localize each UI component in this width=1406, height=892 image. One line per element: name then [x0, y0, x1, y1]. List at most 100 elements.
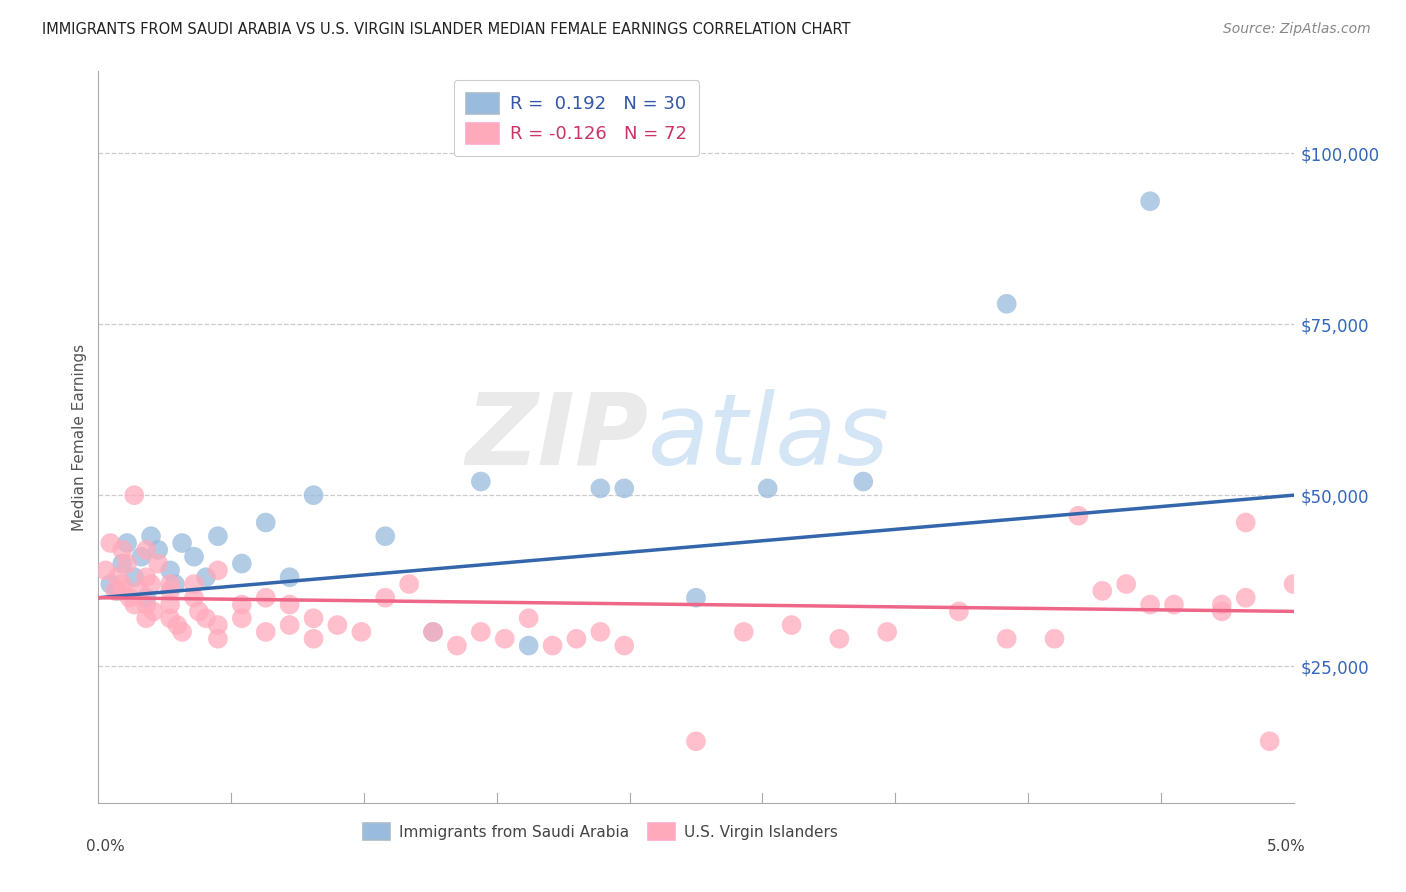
Point: [613, 639, 636, 653]
Text: 5.0%: 5.0%: [1267, 839, 1306, 855]
Point: [159, 583, 181, 598]
Point: [422, 624, 444, 639]
Point: [470, 624, 492, 639]
Point: [565, 632, 588, 646]
Point: [148, 557, 170, 571]
Point: [163, 577, 186, 591]
Point: [183, 591, 205, 605]
Point: [995, 632, 1018, 646]
Point: [172, 624, 194, 639]
Point: [589, 624, 612, 639]
Point: [1234, 591, 1257, 605]
Point: [207, 632, 229, 646]
Point: [589, 481, 612, 495]
Point: [148, 542, 170, 557]
Point: [111, 577, 134, 591]
Point: [231, 598, 253, 612]
Point: [1091, 583, 1114, 598]
Point: [278, 598, 301, 612]
Point: [111, 557, 134, 571]
Point: [326, 618, 349, 632]
Point: [231, 611, 253, 625]
Point: [278, 570, 301, 584]
Legend: Immigrants from Saudi Arabia, U.S. Virgin Islanders: Immigrants from Saudi Arabia, U.S. Virgi…: [356, 816, 845, 847]
Point: [995, 297, 1018, 311]
Point: [685, 734, 707, 748]
Text: 0.0%: 0.0%: [87, 839, 125, 855]
Point: [231, 557, 253, 571]
Point: [278, 618, 301, 632]
Point: [107, 583, 129, 598]
Point: [517, 611, 540, 625]
Point: [135, 542, 157, 557]
Point: [98, 536, 122, 550]
Point: [135, 598, 157, 612]
Point: [733, 624, 755, 639]
Point: [187, 604, 209, 618]
Point: [94, 563, 117, 577]
Point: [135, 570, 157, 584]
Point: [398, 577, 420, 591]
Point: [1067, 508, 1090, 523]
Point: [139, 577, 162, 591]
Point: [159, 577, 181, 591]
Point: [124, 570, 146, 584]
Point: [115, 536, 138, 550]
Point: [124, 488, 146, 502]
Point: [142, 604, 165, 618]
Point: [1234, 516, 1257, 530]
Point: [111, 583, 134, 598]
Text: IMMIGRANTS FROM SAUDI ARABIA VS U.S. VIRGIN ISLANDER MEDIAN FEMALE EARNINGS CORR: IMMIGRANTS FROM SAUDI ARABIA VS U.S. VIR…: [42, 22, 851, 37]
Point: [254, 624, 277, 639]
Point: [1139, 194, 1161, 209]
Point: [302, 611, 325, 625]
Point: [207, 618, 229, 632]
Point: [613, 481, 636, 495]
Y-axis label: Median Female Earnings: Median Female Earnings: [72, 343, 87, 531]
Point: [166, 618, 188, 632]
Point: [541, 639, 564, 653]
Point: [446, 639, 468, 653]
Point: [104, 583, 127, 598]
Point: [139, 529, 162, 543]
Text: atlas: atlas: [648, 389, 890, 485]
Point: [254, 516, 277, 530]
Point: [128, 583, 150, 598]
Point: [1115, 577, 1137, 591]
Point: [1211, 604, 1233, 618]
Point: [254, 591, 277, 605]
Point: [374, 591, 396, 605]
Point: [1211, 598, 1233, 612]
Point: [948, 604, 970, 618]
Point: [494, 632, 516, 646]
Point: [780, 618, 803, 632]
Point: [111, 542, 134, 557]
Point: [124, 598, 146, 612]
Point: [195, 570, 218, 584]
Point: [422, 624, 444, 639]
Point: [135, 591, 157, 605]
Point: [1163, 598, 1185, 612]
Point: [207, 563, 229, 577]
Point: [350, 624, 373, 639]
Text: ZIP: ZIP: [465, 389, 648, 485]
Point: [159, 598, 181, 612]
Point: [852, 475, 875, 489]
Point: [159, 611, 181, 625]
Point: [756, 481, 779, 495]
Point: [374, 529, 396, 543]
Point: [876, 624, 898, 639]
Point: [1139, 598, 1161, 612]
Point: [107, 570, 129, 584]
Point: [172, 536, 194, 550]
Point: [115, 557, 138, 571]
Point: [159, 563, 181, 577]
Point: [1043, 632, 1066, 646]
Point: [685, 591, 707, 605]
Point: [207, 529, 229, 543]
Point: [302, 632, 325, 646]
Point: [98, 577, 122, 591]
Point: [183, 577, 205, 591]
Point: [131, 549, 153, 564]
Point: [118, 591, 141, 605]
